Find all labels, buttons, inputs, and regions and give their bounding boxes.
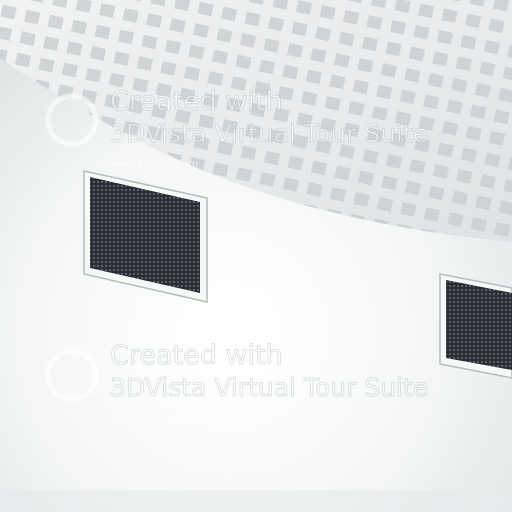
watermark-url: www.3dvista.com — [110, 414, 198, 425]
watermark: Created with 3DVista Virtual Tour Suite … — [45, 340, 429, 425]
floor-edge — [0, 490, 512, 512]
vent-grille — [446, 280, 512, 370]
watermark-line1: Created with — [110, 86, 283, 117]
watermark-line2: 3DVista Virtual Tour Suite — [110, 373, 428, 402]
watermark-line2: 3DVista Virtual Tour Suite — [110, 119, 428, 148]
ceiling-perforations — [0, 0, 512, 242]
watermark: Created with 3DVista Virtual Tour Suite … — [45, 86, 429, 170]
watermark-url: www.3dvista.com — [110, 159, 198, 170]
logo — [45, 93, 99, 147]
logo — [45, 348, 99, 402]
watermark-line1: Created with — [110, 340, 283, 371]
vent-grille — [90, 177, 200, 293]
